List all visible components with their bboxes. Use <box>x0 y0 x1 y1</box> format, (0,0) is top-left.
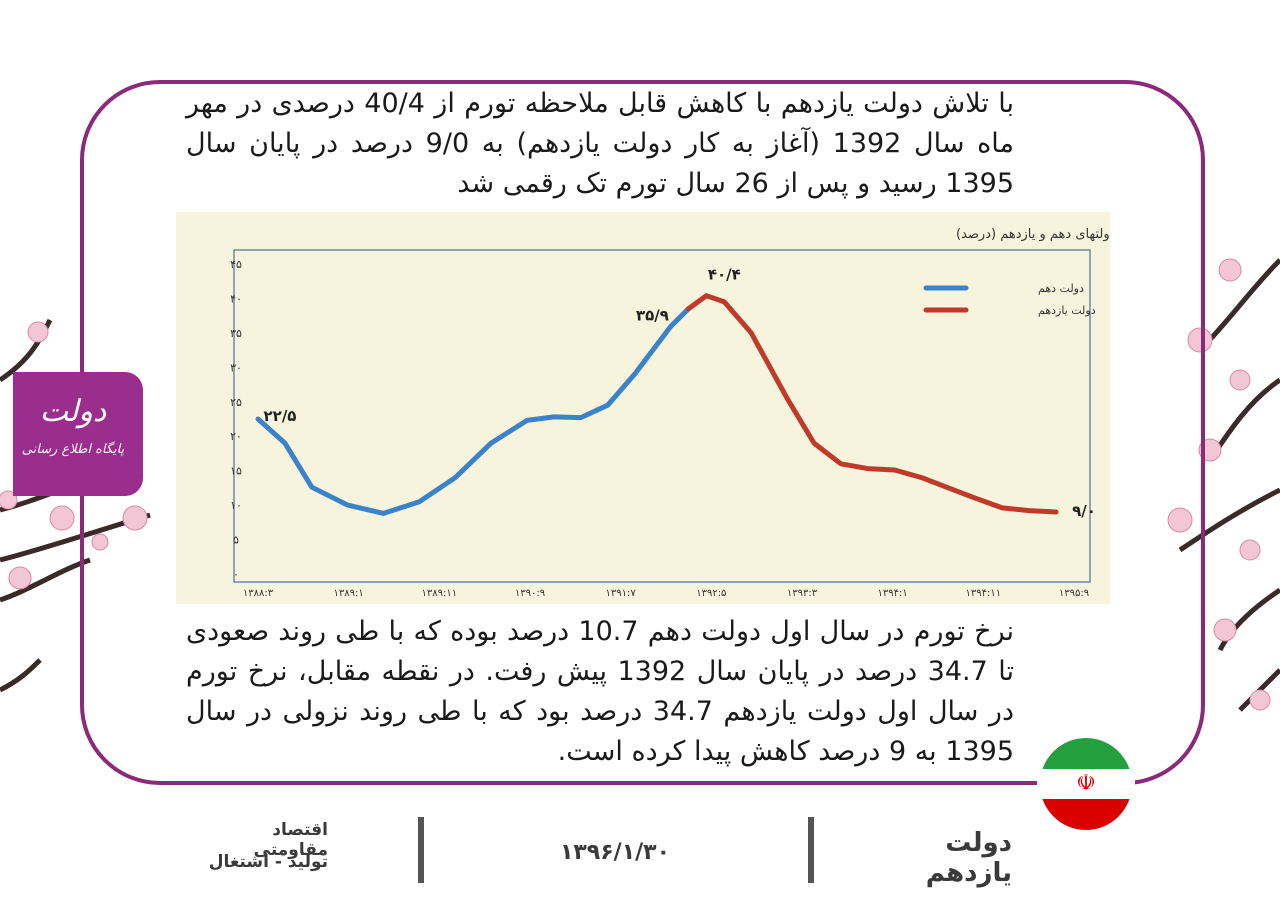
analysis-paragraph: نرخ تورم در سال اول دولت دهم 10.7 درصد ب… <box>186 616 1014 767</box>
data-label: ۴۰/۴ <box>708 266 741 284</box>
y-tick-label: ۱۰ <box>230 499 242 512</box>
x-tick-label: ۱۳۹۴:۱ <box>878 588 908 599</box>
plot-frame <box>233 249 1091 583</box>
dolat-logo[interactable]: دولت پایگاه اطلاع رسانی <box>13 372 143 496</box>
footer-category-line2: تولید - اشتغال <box>208 852 328 872</box>
footer-government: دولت یازدهم <box>925 828 1012 888</box>
data-label: ۲۲/۵ <box>264 407 297 425</box>
inflation-chart: مقایسه نرخ تورم دوازده ماهه منتهی به هرم… <box>176 212 1110 604</box>
x-tick-label: ۱۳۹۴:۱۱ <box>966 588 1002 599</box>
x-tick-label: ۱۳۸۹:۱ <box>334 588 364 599</box>
chart-title: مقایسه نرخ تورم دوازده ماهه منتهی به هرم… <box>956 227 1110 242</box>
iran-flag-icon: ☫ <box>1040 738 1132 830</box>
footer-date: ۱۳۹۶/۱/۳۰ <box>559 840 671 865</box>
logo-subtitle: پایگاه اطلاع رسانی <box>21 442 125 457</box>
data-label: ۹/۰ <box>1072 502 1096 520</box>
y-tick-label: ۵ <box>233 534 239 547</box>
footer-category-line1: اقتصاد مقاومتی <box>253 820 328 860</box>
x-tick-label: ۱۳۹۵:۹ <box>1059 588 1089 599</box>
x-tick-label: ۱۳۸۹:۱۱ <box>422 588 458 599</box>
y-tick-label: ۲۵ <box>230 396 242 409</box>
y-tick-label: ۳۵ <box>230 327 242 340</box>
footer-divider <box>808 817 814 883</box>
y-tick-label: ۳۰ <box>230 361 242 374</box>
y-tick-label: ۰ <box>233 568 239 581</box>
logo-title: دولت <box>39 394 107 429</box>
series-line-1 <box>255 306 691 516</box>
x-tick-label: ۱۳۹۱:۷ <box>606 588 637 599</box>
x-tick-label: ۱۳۹۳:۳ <box>787 588 818 599</box>
intro-paragraph: با تلاش دولت یازدهم با کاهش قابل ملاحظه … <box>186 88 1014 199</box>
inflation-line-chart: مقایسه نرخ تورم دوازده ماهه منتهی به هرم… <box>230 227 1110 599</box>
footer-divider <box>418 817 424 883</box>
y-tick-label: ۱۵ <box>230 465 242 478</box>
series-line-2 <box>685 293 1059 515</box>
y-tick-label: ۴۵ <box>230 258 242 271</box>
y-tick-label: ۲۰ <box>230 430 242 443</box>
x-tick-label: ۱۳۸۸:۳ <box>243 588 274 599</box>
legend-label: دولت یازدهم <box>1038 304 1096 317</box>
emblem-icon: ☫ <box>1076 771 1096 796</box>
x-tick-label: ۱۳۹۰:۹ <box>515 588 545 599</box>
x-tick-label: ۱۳۹۲:۵ <box>696 588 726 599</box>
legend-label: دولت دهم <box>1038 282 1084 295</box>
data-label: ۳۵/۹ <box>636 307 669 325</box>
y-tick-label: ۴۰ <box>230 292 242 305</box>
